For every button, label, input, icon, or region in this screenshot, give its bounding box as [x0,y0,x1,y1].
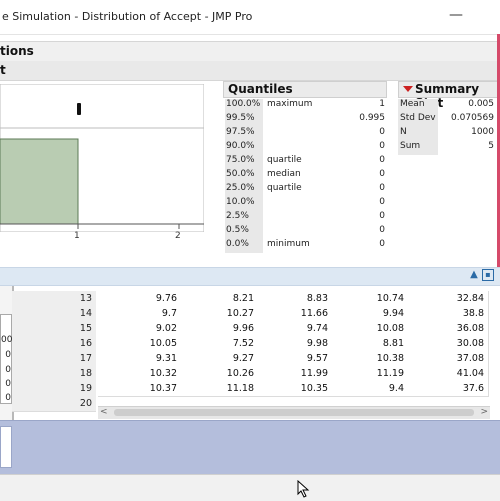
table-cell[interactable]: 10.38 [332,351,409,367]
quantiles-table: 100.0% maximum 1 99.5% 0.995 97.5% 0 90.0% 0 … [225,99,385,253]
rows-panel-value: 0 [5,350,11,360]
scroll-left-icon[interactable]: < [100,407,108,417]
quantile-row: 97.5% 0 [226,127,385,137]
histogram-bar [0,138,79,225]
section-header-simulations[interactable]: tions [0,41,500,62]
rows-panel-value: 0 [5,393,11,403]
mouse-cursor-icon [297,480,310,498]
table-cell[interactable]: 9.57 [258,351,333,367]
table-cell[interactable]: 11.19 [332,366,409,382]
section-header-accept[interactable]: t [0,61,500,81]
table-cell[interactable]: 11.18 [181,381,259,397]
title-bar: e Simulation - Distribution of Accept - … [0,0,500,35]
summary-row: Mean 0.005 [400,99,494,109]
table-cell[interactable]: 9.98 [258,336,333,352]
quantile-row: 2.5% 0 [226,211,385,221]
quantiles-header[interactable]: Quantiles [223,81,387,98]
row-number-header[interactable]: 20 [12,396,96,412]
row-number-header[interactable]: 13 [12,291,96,307]
scrollbar-thumb[interactable] [114,409,474,416]
x-tick-label-2: 2 [175,231,181,241]
rows-panel-value: 00 [1,335,13,345]
row-number-header[interactable]: 14 [12,306,96,322]
table-cell[interactable]: 8.81 [332,336,409,352]
report-tool-icons: ▲ ▪ [466,269,496,282]
table-cell[interactable]: 9.7 [98,306,182,322]
table-cell[interactable]: 8.83 [258,291,333,307]
rows-panel-box: 00 0 0 0 0 [0,314,12,404]
table-cell[interactable]: 10.26 [181,366,259,382]
horizontal-scrollbar[interactable]: < > [98,406,490,419]
table-cell[interactable]: 10.05 [98,336,182,352]
quantile-row: 75.0% quartile 0 [226,155,385,165]
up-arrow-icon[interactable]: ▲ [470,269,478,280]
window-title: e Simulation - Distribution of Accept - … [2,10,253,23]
lower-panel-box [0,426,12,468]
summary-row: Std Dev 0.070569 [400,113,494,123]
quantile-row: 0.0% minimum 0 [226,239,385,249]
summary-statistics-table: Mean 0.005 Std Dev 0.070569 N 1000 Sum 5 [398,99,500,155]
status-bar [0,474,500,501]
table-cell[interactable]: 10.32 [98,366,182,382]
table-cell[interactable]: 7.52 [181,336,259,352]
table-cell[interactable]: 30.08 [408,336,489,352]
table-cell[interactable]: 38.8 [408,306,489,322]
quantile-row: 99.5% 0.995 [226,113,385,123]
table-cell[interactable]: 9.31 [98,351,182,367]
table-cell[interactable]: 9.27 [181,351,259,367]
section-title: t [0,63,6,77]
row-number-header[interactable]: 18 [12,366,96,382]
row-number-header[interactable]: 15 [12,321,96,337]
quantile-row: 10.0% 0 [226,197,385,207]
quantile-row: 50.0% median 0 [226,169,385,179]
lower-panel [0,420,500,475]
window-icon[interactable]: ▪ [482,269,494,281]
quantiles-title: Quantiles [228,82,293,96]
table-cell[interactable]: 10.74 [332,291,409,307]
rows-panel-value: 0 [5,365,11,375]
table-cell[interactable]: 9.4 [332,381,409,397]
summary-row: Sum 5 [400,141,494,151]
scroll-right-icon[interactable]: > [480,407,488,417]
report-divider-bar[interactable] [0,267,500,286]
table-cell[interactable]: 32.84 [408,291,489,307]
table-cell[interactable]: 8.21 [181,291,259,307]
quantile-row: 25.0% quartile 0 [226,183,385,193]
table-cell[interactable]: 10.08 [332,321,409,337]
table-cell[interactable]: 10.37 [98,381,182,397]
summary-row: N 1000 [400,127,494,137]
summary-label-column [398,99,438,155]
quantile-row: 100.0% maximum 1 [226,99,385,109]
table-cell[interactable]: 9.74 [258,321,333,337]
table-cell[interactable]: 41.04 [408,366,489,382]
table-cell[interactable]: 9.02 [98,321,182,337]
table-cell[interactable]: 9.76 [98,291,182,307]
x-tick-label-1: 1 [74,231,80,241]
table-cell[interactable]: 11.99 [258,366,333,382]
summary-statistics-header[interactable]: Summary Stat [398,81,500,110]
disclosure-triangle-icon[interactable] [403,86,413,92]
row-number-header[interactable]: 16 [12,336,96,352]
rows-panel-value: 0 [5,379,11,389]
row-number-header[interactable]: 19 [12,381,96,397]
quantile-row: 90.0% 0 [226,141,385,151]
table-cell[interactable]: 10.27 [181,306,259,322]
table-cell[interactable]: 37.6 [408,381,489,397]
quantiles-label-column [225,99,263,253]
table-cell[interactable]: 11.66 [258,306,333,322]
table-cell[interactable]: 9.96 [181,321,259,337]
row-number-header[interactable]: 17 [12,351,96,367]
table-cell[interactable]: 37.08 [408,351,489,367]
report-window-edge [497,34,500,274]
section-title: tions [0,44,34,58]
minimize-button[interactable]: — [449,7,463,23]
table-cell[interactable]: 9.94 [332,306,409,322]
outlier-mark [77,103,81,115]
histogram-chart [0,84,204,232]
table-cell[interactable]: 10.35 [258,381,333,397]
table-cell[interactable]: 36.08 [408,321,489,337]
quantile-row: 0.5% 0 [226,225,385,235]
